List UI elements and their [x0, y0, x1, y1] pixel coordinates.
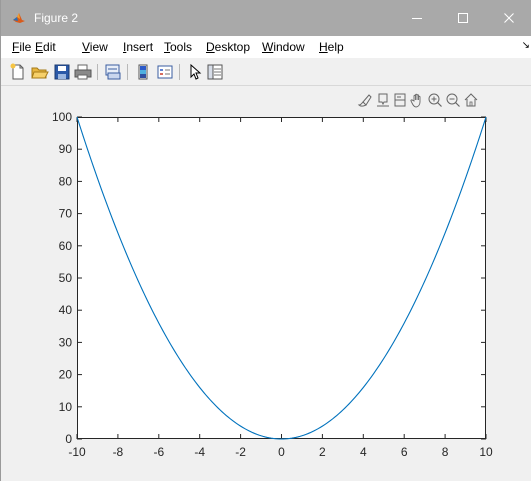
maximize-icon	[458, 13, 468, 23]
x-tick-label: 2	[319, 445, 326, 459]
y-tick-label: 20	[59, 368, 73, 382]
window-title: Figure 2	[34, 11, 79, 25]
colorbar-icon[interactable]	[134, 63, 152, 81]
brush-icon[interactable]	[357, 92, 373, 108]
menu-help[interactable]: Help	[319, 40, 344, 54]
y-tick-label: 80	[59, 174, 73, 188]
zoom-in-icon[interactable]	[427, 92, 443, 108]
y-tick-label: 30	[59, 335, 73, 349]
x-tick-label: 0	[278, 445, 285, 459]
save-icon[interactable]	[53, 63, 71, 81]
y-tick-label: 40	[59, 303, 73, 317]
rotate-icon[interactable]	[392, 92, 408, 108]
menu-edit[interactable]: Edit	[35, 40, 56, 54]
new-figure-icon[interactable]	[9, 63, 27, 81]
menu-window[interactable]: Window	[262, 40, 305, 54]
series-line[interactable]	[76, 116, 487, 440]
data-tips-icon[interactable]	[375, 92, 391, 108]
legend-icon[interactable]	[156, 63, 174, 81]
menu-bar: File Edit View Insert Tools Desktop Wind…	[1, 36, 531, 58]
y-tick-label: 0	[65, 432, 72, 446]
menu-desktop[interactable]: Desktop	[206, 40, 251, 54]
menu-file[interactable]: File	[12, 40, 32, 54]
close-icon	[504, 13, 514, 23]
y-tick-label: 50	[59, 271, 73, 285]
zoom-out-icon[interactable]	[445, 92, 461, 108]
y-tick-label: 90	[59, 142, 73, 156]
toolbar-separator	[127, 64, 128, 80]
menu-overflow-icon[interactable]: ↘	[521, 40, 530, 51]
minimize-button[interactable]	[394, 0, 440, 36]
y-tick-label: 60	[59, 239, 73, 253]
menu-insert[interactable]: Insert	[123, 40, 154, 54]
link-plot-icon[interactable]	[104, 63, 122, 81]
x-tick-label: -8	[113, 445, 124, 459]
pan-icon[interactable]	[409, 92, 425, 108]
minimize-icon	[412, 18, 422, 19]
toolbar-separator	[179, 64, 180, 80]
open-file-icon[interactable]	[31, 63, 49, 81]
x-tick-label: 8	[442, 445, 449, 459]
x-tick-label: 6	[401, 445, 408, 459]
y-tick-label: 100	[52, 110, 72, 124]
print-icon[interactable]	[74, 63, 92, 81]
figure-canvas[interactable]: -10 -8 -6 -4 -2 0 2 4 6 8 10 0 10 20 30 40 50 60 70 80 90 100	[1, 86, 531, 481]
figure-toolbar	[1, 58, 531, 86]
toolbar-separator	[97, 64, 98, 80]
edit-plot-icon[interactable]	[186, 63, 204, 81]
matlab-logo-icon	[13, 13, 25, 23]
close-button[interactable]	[486, 0, 531, 36]
x-tick-label: -10	[68, 445, 86, 459]
axes-background[interactable]	[77, 117, 486, 439]
menu-view[interactable]: View	[82, 40, 108, 54]
x-tick-label: -6	[153, 445, 164, 459]
x-tick-label: -2	[235, 445, 246, 459]
restore-view-icon[interactable]	[463, 92, 479, 108]
y-tick-label: 70	[59, 207, 73, 221]
title-bar[interactable]: Figure 2	[1, 0, 531, 36]
y-tick-label: 10	[59, 400, 73, 414]
x-tick-label: 4	[360, 445, 367, 459]
x-tick-label: 10	[479, 445, 493, 459]
menu-tools[interactable]: Tools	[164, 40, 193, 54]
maximize-button[interactable]	[440, 0, 486, 36]
x-tick-label: -4	[194, 445, 205, 459]
property-inspector-icon[interactable]	[206, 63, 224, 81]
